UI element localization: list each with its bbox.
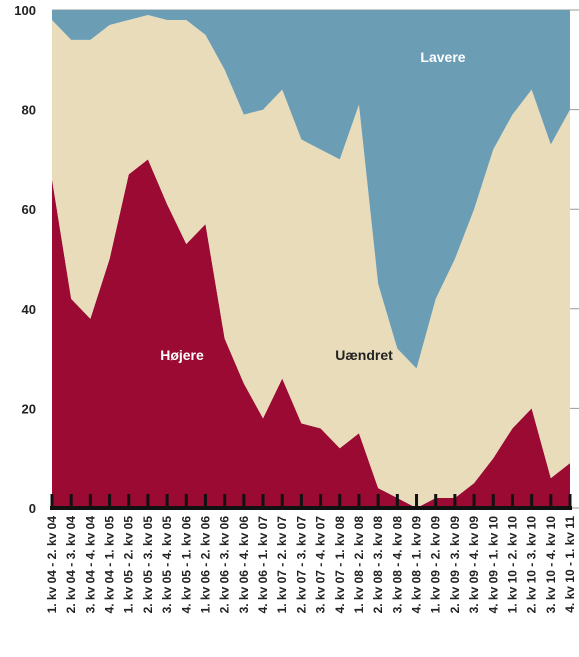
- x-tick-label: 2. kv 08 - 3. kv 08: [371, 516, 385, 614]
- x-tick-label: 4. kv 05 - 1. kv 06: [179, 516, 193, 614]
- x-tick-label: 3. kv 09 - 4. kv 09: [467, 516, 481, 614]
- x-tick-label: 2. kv 10 - 3. kv 10: [525, 516, 539, 614]
- x-tick-label: 1. kv 05 - 2. kv 05: [122, 516, 136, 614]
- x-tick-label: 2. kv 07 - 3. kv 07: [294, 516, 308, 614]
- x-tick-label: 4. kv 06 - 1. kv 07: [256, 516, 270, 614]
- area: [52, 159, 570, 508]
- series-label: Lavere: [420, 49, 465, 65]
- x-tick-label: 4. kv 10 - 1. kv 11: [563, 516, 577, 613]
- x-tick-label: 3. kv 08 - 4. kv 08: [390, 516, 404, 614]
- x-tick-label: 1. kv 09 - 2. kv 09: [429, 516, 443, 614]
- area: [52, 10, 570, 369]
- x-tick-label: 4. kv 07 - 1. kv 08: [333, 516, 347, 614]
- x-tick-label: 1. kv 08 - 2. kv 08: [352, 516, 366, 614]
- x-tick-label: 2. kv 06 - 3. kv 06: [218, 516, 232, 614]
- y-tick-label: 20: [22, 401, 36, 416]
- y-tick-label: 0: [29, 501, 36, 516]
- x-tick-label: 2. kv 04 - 3. kv 04: [64, 516, 78, 614]
- x-tick-label: 1. kv 06 - 2. kv 06: [198, 516, 212, 614]
- x-tick-label: 1. kv 10 - 2. kv 10: [505, 516, 519, 614]
- series-label: Højere: [160, 347, 204, 363]
- x-tick-label: 3. kv 07 - 4. kv 07: [314, 516, 328, 614]
- x-tick-label: 3. kv 05 - 4. kv 05: [160, 516, 174, 614]
- series-label: Uændret: [335, 347, 393, 363]
- x-tick-label: 4. kv 08 - 1. kv 09: [410, 516, 424, 614]
- area: [52, 14, 570, 508]
- x-tick-label: 3. kv 04 - 4. kv 04: [83, 516, 97, 614]
- x-tick-label: 3. kv 10 - 4. kv 10: [544, 516, 558, 614]
- x-tick-label: 1. kv 04 - 2. kv 04: [45, 516, 59, 614]
- x-tick-label: 4. kv 09 - 1. kv 10: [486, 516, 500, 614]
- y-tick-label: 80: [22, 103, 36, 118]
- x-tick-label: 3. kv 06 - 4. kv 06: [237, 516, 251, 614]
- y-tick-label: 100: [14, 3, 36, 18]
- y-tick-label: 40: [22, 302, 36, 317]
- x-tick-label: 1. kv 07 - 2. kv 07: [275, 516, 289, 614]
- x-tick-label: 2. kv 09 - 3. kv 09: [448, 516, 462, 614]
- y-tick-label: 60: [22, 202, 36, 217]
- x-tick-label: 2. kv 05 - 3. kv 05: [141, 516, 155, 614]
- x-tick-label: 4. kv 04 - 1. kv 05: [103, 516, 117, 614]
